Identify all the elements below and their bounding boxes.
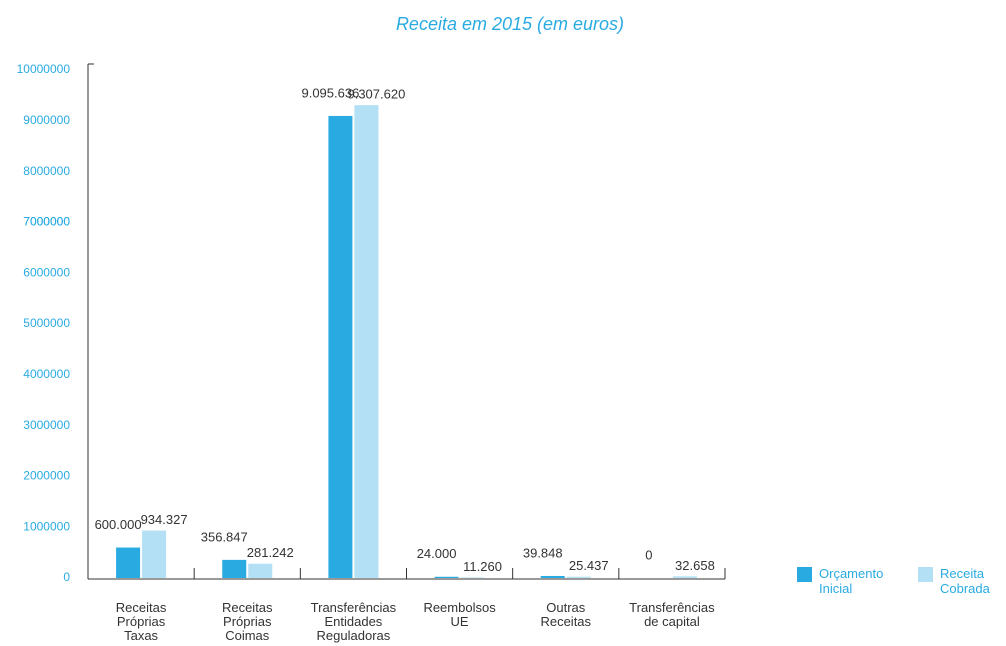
data-label: 25.437 (569, 558, 609, 573)
x-tick-label: Transferências de capital (629, 600, 715, 629)
y-tick-label: 6000000 (23, 265, 70, 279)
bar (354, 105, 379, 578)
bar (222, 559, 247, 578)
legend-swatch (918, 567, 933, 582)
bar (672, 576, 697, 578)
y-tick-label: 2000000 (23, 469, 70, 483)
bar (328, 115, 353, 579)
y-tick-label: 7000000 (23, 215, 70, 229)
data-label: 9.095.636 (301, 85, 359, 100)
chart-title: Receita em 2015 (em euros) (396, 14, 624, 34)
legend-label: Orçamento Inicial (819, 566, 884, 596)
data-label: 281.242 (247, 545, 294, 560)
bar (540, 575, 565, 578)
data-label: 11.260 (463, 559, 502, 574)
y-tick-label: 4000000 (23, 367, 70, 381)
bar (460, 577, 485, 578)
data-label: 24.000 (417, 546, 457, 561)
y-tick-label: 9000000 (23, 113, 70, 127)
y-tick-label: 3000000 (23, 418, 70, 432)
x-tick-label: Receitas Próprias Taxas (115, 600, 167, 643)
data-label: 0 (645, 547, 652, 562)
bar (434, 576, 459, 578)
x-tick-label: Outras Receitas (540, 600, 592, 629)
bar (566, 576, 591, 578)
data-label: 32.658 (675, 558, 715, 573)
y-tick-label: 10000000 (17, 62, 71, 76)
y-tick-label: 8000000 (23, 164, 70, 178)
legend-label: Receita Cobrada (940, 566, 990, 596)
y-tick-label: 0 (63, 570, 70, 584)
data-label: 39.848 (523, 545, 563, 560)
bar (116, 547, 141, 578)
y-tick-label: 5000000 (23, 316, 70, 330)
y-tick-label: 1000000 (23, 519, 70, 533)
bar (142, 530, 167, 578)
y-tick-label: 7000000 (23, 215, 70, 229)
data-label: 934.327 (141, 512, 188, 527)
data-label: 356.847 (201, 529, 248, 544)
data-label: 9.307.620 (347, 87, 405, 102)
x-tick-label: Receitas Próprias Coimas (221, 600, 273, 643)
x-tick-label: Transferências Entidades Reguladoras (310, 600, 397, 643)
x-tick-label: Reembolsos UE (423, 600, 496, 629)
data-label: 600.000 (95, 517, 142, 532)
bar (248, 563, 273, 578)
legend-swatch (797, 567, 812, 582)
